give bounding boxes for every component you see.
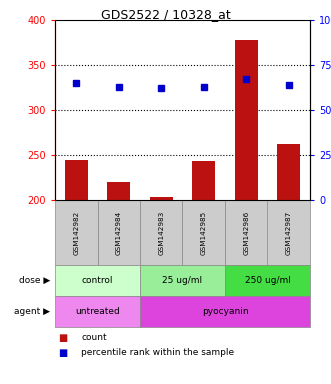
Text: GSM142985: GSM142985	[201, 210, 207, 255]
Text: GSM142984: GSM142984	[116, 210, 122, 255]
Bar	[235, 40, 258, 200]
Text: GSM142986: GSM142986	[243, 210, 249, 255]
Text: control: control	[82, 276, 113, 285]
Text: GSM142982: GSM142982	[73, 210, 79, 255]
Text: GDS2522 / 10328_at: GDS2522 / 10328_at	[101, 8, 230, 22]
Text: 25 ug/ml: 25 ug/ml	[163, 276, 203, 285]
Text: ■: ■	[58, 348, 68, 358]
Text: count: count	[81, 333, 107, 342]
Text: 250 ug/ml: 250 ug/ml	[245, 276, 290, 285]
Bar	[277, 144, 301, 200]
Bar	[192, 161, 215, 200]
Text: dose ▶: dose ▶	[19, 276, 50, 285]
Text: percentile rank within the sample: percentile rank within the sample	[81, 348, 235, 358]
Text: ■: ■	[58, 333, 68, 343]
Text: GSM142987: GSM142987	[286, 210, 292, 255]
Text: agent ▶: agent ▶	[14, 307, 50, 316]
Bar	[65, 159, 88, 200]
Text: untreated: untreated	[75, 307, 120, 316]
Text: pyocyanin: pyocyanin	[202, 307, 248, 316]
Text: GSM142983: GSM142983	[158, 210, 164, 255]
Bar	[107, 182, 130, 200]
Bar	[150, 197, 173, 200]
